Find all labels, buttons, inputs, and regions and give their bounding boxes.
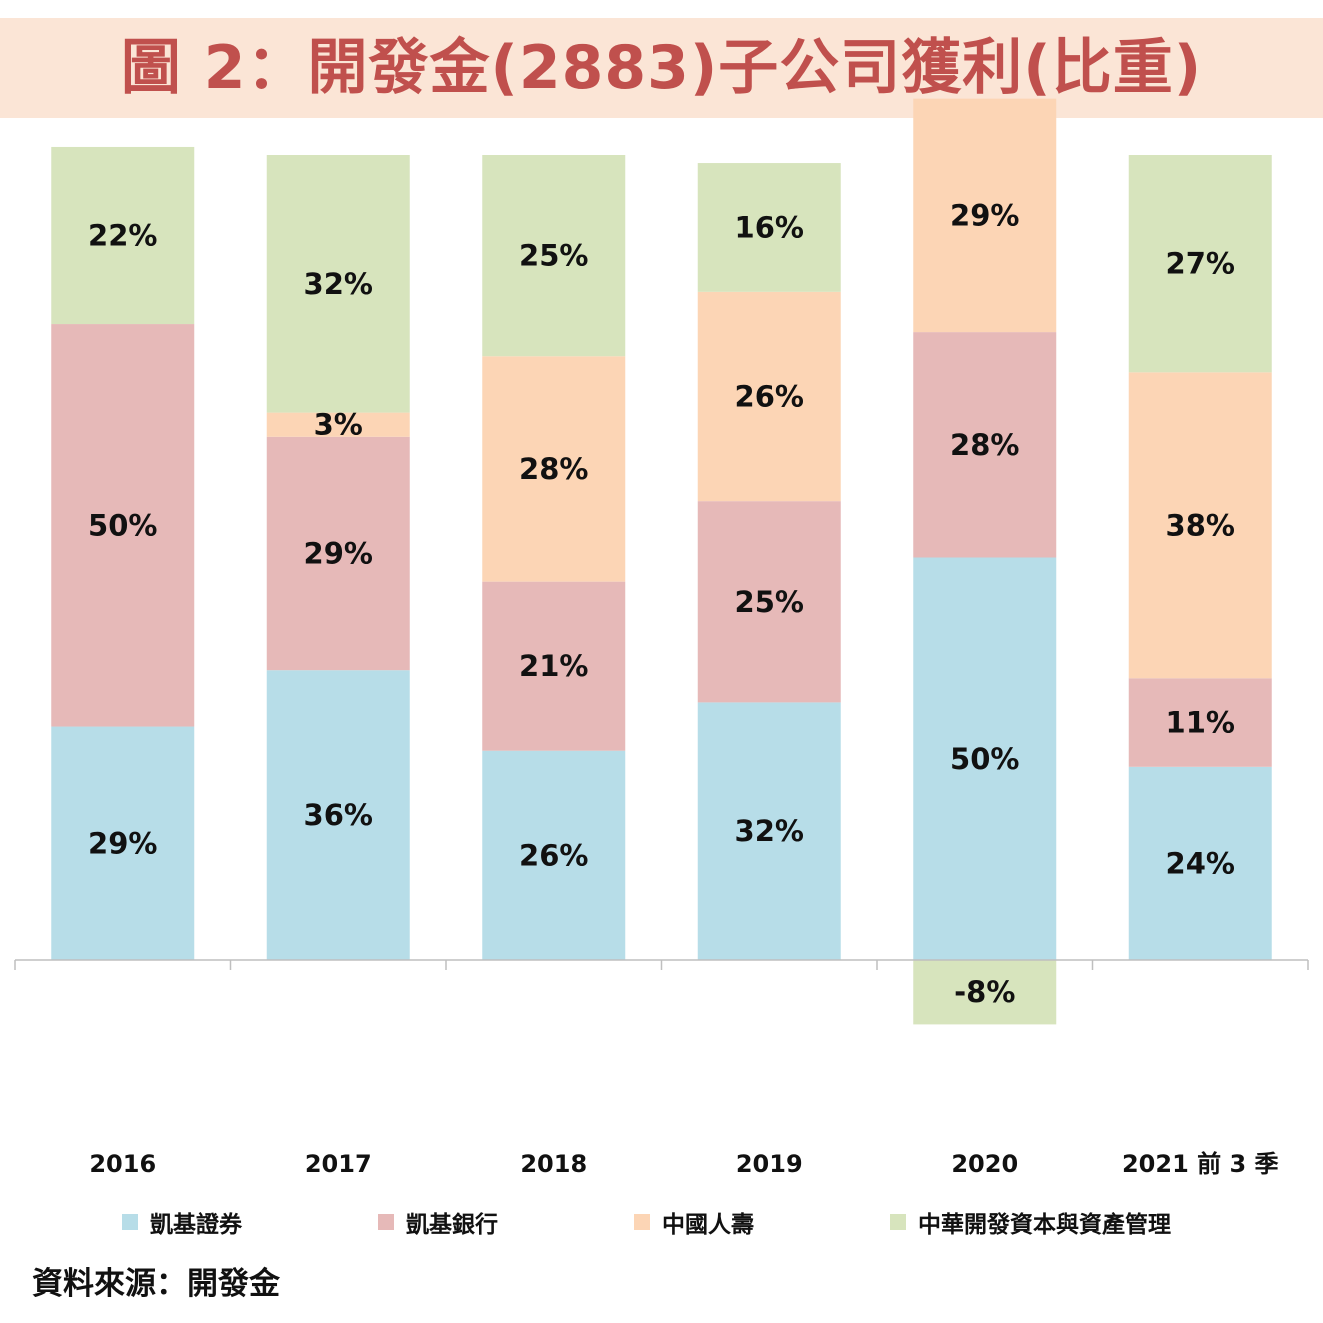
- data-label: 28%: [950, 428, 1019, 462]
- data-label: 50%: [88, 508, 157, 542]
- bar-segment-2020-s0: [913, 557, 1057, 960]
- bar-segment-2019-s1: [697, 501, 841, 703]
- bar-segment-2020-s2: [913, 98, 1057, 333]
- data-label: 32%: [304, 267, 373, 301]
- data-label: 27%: [1166, 247, 1235, 281]
- bar-segment-2016-s1: [51, 324, 195, 727]
- category-label: 2021 前 3 季: [1122, 1150, 1279, 1178]
- data-label: 50%: [950, 742, 1019, 776]
- bar-segment-2018-s0: [482, 750, 626, 960]
- bar-segment-2019-s2: [697, 291, 841, 502]
- bar-segment-2021-前-3-季-s2: [1128, 372, 1272, 679]
- data-label: 26%: [519, 838, 588, 872]
- category-label: 2018: [520, 1150, 587, 1178]
- data-label: 3%: [314, 408, 363, 442]
- legend-label: 凱基證券: [150, 1212, 242, 1238]
- legend-swatch: [122, 1214, 138, 1230]
- data-label: 28%: [519, 452, 588, 486]
- chart-title: 圖 2：開發金(2883)子公司獲利(比重): [120, 33, 1203, 103]
- category-label: 2016: [89, 1150, 156, 1178]
- bar-segment-2021-前-3-季-s3: [1128, 155, 1272, 373]
- source-note: 資料來源：開發金: [32, 1266, 280, 1302]
- bar-segment-2019-s3: [697, 163, 841, 292]
- category-label: 2019: [736, 1150, 803, 1178]
- bar-segment-2017-s0: [266, 670, 410, 960]
- bar-segment-2016-s3: [51, 146, 195, 325]
- data-label: 25%: [735, 585, 804, 619]
- category-label: 2017: [305, 1150, 372, 1178]
- data-label: 24%: [1166, 846, 1235, 880]
- data-label: 29%: [88, 826, 157, 860]
- bar-segment-2017-s1: [266, 436, 410, 671]
- bar-segment-2017-s2: [266, 412, 410, 437]
- legend-label: 中華開發資本與資產管理: [918, 1212, 1171, 1238]
- legend-item: 中國人壽: [634, 1205, 754, 1239]
- bar-segment-2020-s1: [913, 332, 1057, 558]
- legend-item: 凱基證券: [122, 1205, 242, 1239]
- legend-swatch: [378, 1214, 394, 1230]
- bar-segment-2020-s3: [913, 960, 1057, 1025]
- bar-segment-2016-s0: [51, 726, 195, 960]
- legend: 凱基證券 凱基銀行 中國人壽 中華開發資本與資產管理: [0, 1205, 1323, 1239]
- legend-label: 中國人壽: [662, 1212, 754, 1238]
- bar-segment-2017-s3: [266, 155, 410, 413]
- bar-segment-2018-s2: [482, 356, 626, 582]
- bar-segment-2021-前-3-季-s0: [1128, 766, 1272, 960]
- data-label: 16%: [735, 210, 804, 244]
- data-label: 26%: [735, 380, 804, 414]
- data-label: 25%: [519, 239, 588, 273]
- title-band: 圖 2：開發金(2883)子公司獲利(比重): [0, 18, 1323, 118]
- bar-segment-2021-前-3-季-s1: [1128, 678, 1272, 767]
- data-label: 38%: [1166, 508, 1235, 542]
- data-label: 36%: [304, 798, 373, 832]
- bar-segment-2018-s3: [482, 155, 626, 357]
- category-label: 2020: [951, 1150, 1018, 1178]
- data-label: -8%: [954, 975, 1015, 1009]
- legend-swatch: [634, 1214, 650, 1230]
- data-label: 29%: [304, 536, 373, 570]
- legend-item: 中華開發資本與資產管理: [890, 1205, 1171, 1239]
- data-label: 11%: [1166, 706, 1235, 740]
- data-label: 32%: [735, 814, 804, 848]
- legend-item: 凱基銀行: [378, 1205, 498, 1239]
- data-label: 29%: [950, 198, 1019, 232]
- bar-segment-2018-s1: [482, 581, 626, 751]
- legend-swatch: [890, 1214, 906, 1230]
- legend-label: 凱基銀行: [406, 1212, 498, 1238]
- data-label: 22%: [88, 219, 157, 253]
- data-label: 21%: [519, 649, 588, 683]
- bar-segment-2019-s0: [697, 702, 841, 960]
- stacked-bar-chart: 29% 50% 22% 2016 36% 29% 3% 32% 2017 26% 21% 28% 25%…: [14, 98, 1309, 1178]
